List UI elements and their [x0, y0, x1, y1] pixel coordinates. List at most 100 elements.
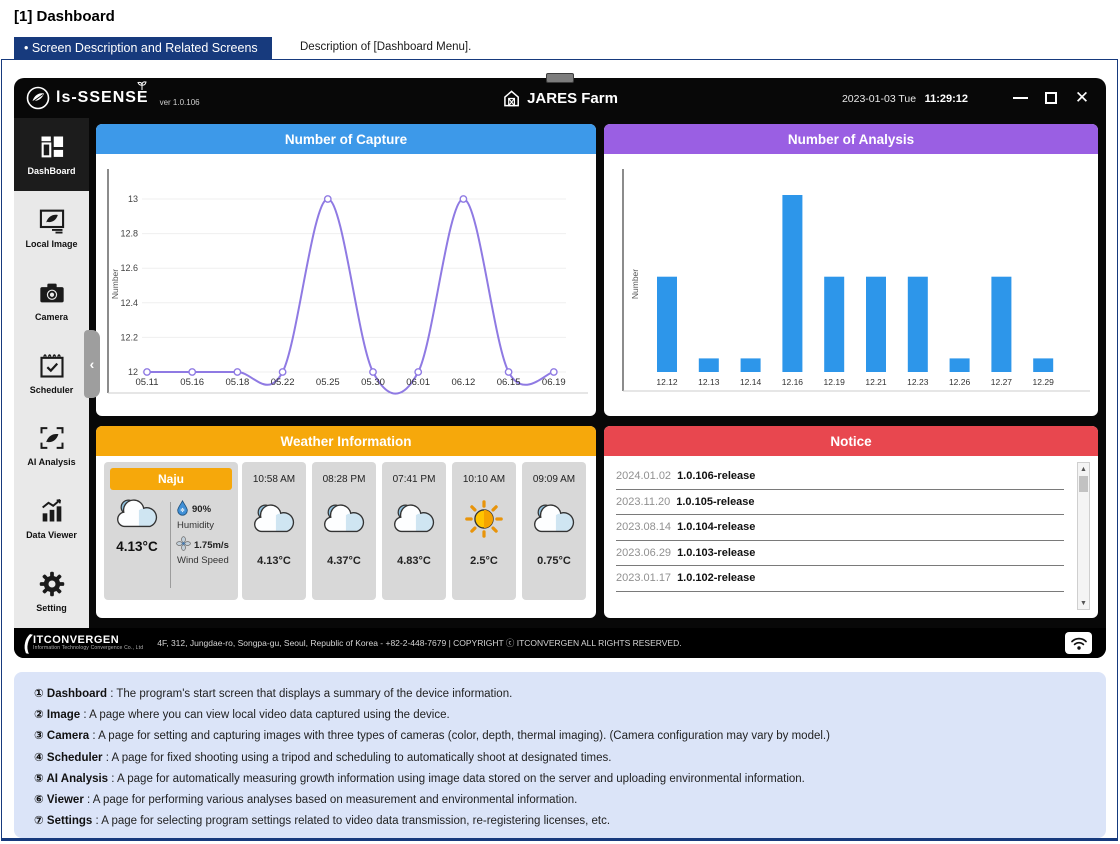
- sidebar-collapse-handle[interactable]: ‹: [84, 330, 100, 398]
- analysis-panel-header: Number of Analysis: [604, 124, 1098, 154]
- sunny-icon: [462, 495, 506, 543]
- svg-text:12.13: 12.13: [698, 377, 720, 387]
- camera-icon: [38, 279, 66, 307]
- logo-paren-mark: (: [21, 630, 34, 655]
- sidebar-item-label: DashBoard: [27, 165, 76, 176]
- notice-version: 1.0.103-release: [677, 546, 756, 559]
- setting-icon: [38, 570, 66, 598]
- tab-screen-description[interactable]: • Screen Description and Related Screens: [14, 37, 272, 60]
- notice-version: 1.0.102-release: [677, 572, 756, 585]
- notice-row: 2023.08.14 1.0.104-release: [616, 515, 1064, 541]
- minimize-button[interactable]: [1012, 90, 1028, 106]
- close-button[interactable]: ✕: [1074, 89, 1090, 106]
- notice-body: 2024.01.02 1.0.106-release 2023.11.20 1.0.1…: [604, 456, 1098, 618]
- wind-speed-label: Wind Speed: [177, 555, 229, 566]
- weather-forecast-card: 07:41 PM 4.83°C: [382, 462, 446, 600]
- notice-row: 2023.06.29 1.0.103-release: [616, 541, 1064, 566]
- svg-text:05.22: 05.22: [271, 377, 295, 388]
- cloudy-icon: [321, 495, 367, 543]
- footer-address: 4F, 312, Jungdae-ro, Songpa-gu, Seoul, R…: [157, 638, 682, 648]
- itconvergen-logo: ( ITCONVERGEN Information Technology Con…: [21, 630, 144, 655]
- svg-text:12.4: 12.4: [120, 298, 138, 308]
- notice-row: 2023.11.20 1.0.105-release: [616, 490, 1064, 515]
- menu-description-viewer: ⑥ Viewer : A page for performing various…: [34, 794, 578, 807]
- panel-notice: Notice 2024.01.02 1.0.106-release 2023.11.…: [604, 426, 1098, 618]
- svg-text:12: 12: [128, 367, 138, 377]
- farm-name: JARES Farm: [527, 89, 618, 107]
- logo-text: ls-SSENSE: [56, 81, 149, 107]
- menu-description-settings: ⑦ Settings : A page for selecting progra…: [34, 815, 611, 828]
- wind-speed-value: 1.75m/s: [194, 539, 229, 551]
- svg-text:05.25: 05.25: [316, 377, 340, 388]
- notice-date: 2024.01.02: [616, 470, 672, 483]
- menu-description-dashboard: ① Dashboard : The program's start screen…: [34, 688, 513, 700]
- weather-forecast-card: 10:58 AM 4.13°C: [242, 462, 306, 600]
- svg-text:12.21: 12.21: [865, 377, 887, 387]
- svg-text:06.01: 06.01: [406, 377, 430, 388]
- sidebar-item-data-viewer[interactable]: Data Viewer: [14, 482, 89, 555]
- window-controls: ✕: [1012, 89, 1090, 106]
- notice-version: 1.0.104-release: [677, 521, 756, 534]
- footer-tagline: Information Technology Convergence Co., …: [33, 645, 144, 651]
- data-viewer-icon: [38, 497, 66, 525]
- humidity-value: 90%: [192, 504, 212, 515]
- svg-text:05.30: 05.30: [361, 377, 385, 388]
- weather-location: Naju: [110, 468, 232, 490]
- analysis-bar-chart: Number 12.12 12.13 12.14 12.16 12.19 12.21 12.2…: [622, 169, 1090, 392]
- notice-scrollbar[interactable]: ▲ ▼: [1077, 462, 1090, 610]
- scrollbar-thumb[interactable]: [1079, 476, 1088, 492]
- page-title: [1] Dashboard: [14, 8, 115, 25]
- window-drag-handle[interactable]: [546, 73, 574, 83]
- svg-text:12.26: 12.26: [949, 377, 971, 387]
- sidebar-item-setting[interactable]: Setting: [14, 555, 89, 628]
- svg-text:12.6: 12.6: [120, 263, 138, 273]
- ai-analysis-icon: [38, 424, 66, 452]
- forecast-time: 07:41 PM: [392, 474, 436, 485]
- sidebar-item-dashboard[interactable]: DashBoard: [14, 118, 89, 191]
- menu-description-camera: ③ Camera : A page for setting and captur…: [34, 730, 830, 743]
- notice-date: 2023.08.14: [616, 521, 672, 534]
- app-footer: ( ITCONVERGEN Information Technology Con…: [14, 628, 1106, 658]
- svg-text:12.12: 12.12: [656, 377, 678, 387]
- scroll-up-icon[interactable]: ▲: [1080, 465, 1087, 473]
- leaf-logo-icon: [26, 86, 50, 110]
- menu-description-scheduler: ④ Scheduler : A page for fixed shooting …: [34, 751, 612, 764]
- forecast-temperature: 4.13°C: [257, 555, 291, 567]
- weather-forecast-card: 08:28 PM 4.37°C: [312, 462, 376, 600]
- cloudy-icon: [114, 499, 160, 536]
- sidebar-item-camera[interactable]: Camera: [14, 264, 89, 337]
- tab-note: Description of [Dashboard Menu].: [300, 41, 472, 53]
- content-border-box: [1, 59, 1118, 841]
- minimize-icon: [1012, 97, 1028, 99]
- svg-text:13: 13: [128, 194, 138, 204]
- scroll-down-icon[interactable]: ▼: [1080, 599, 1087, 607]
- titlebar: ls-SSENSE ver 1.0.106 JARES Farm 2023-01…: [14, 78, 1106, 118]
- titlebar-right: 2023-01-03 Tue 11:29:12 ✕: [842, 78, 1090, 118]
- current-temperature: 4.13°C: [116, 539, 158, 554]
- capture-line-chart: 12 12.2 12.4 12.6 12.8 13 Number 05.11 05.16 05.1…: [107, 169, 588, 395]
- svg-text:05.18: 05.18: [226, 377, 250, 388]
- dashboard-icon: [38, 133, 66, 161]
- scheduler-icon: [38, 352, 66, 380]
- humidity-drop-icon: ✻: [176, 499, 189, 519]
- forecast-time: 08:28 PM: [322, 474, 366, 485]
- forecast-time: 09:09 AM: [532, 474, 576, 485]
- forecast-time: 10:58 AM: [252, 474, 296, 485]
- date-label: 2023-01-03 Tue: [841, 93, 917, 105]
- forecast-time: 10:10 AM: [462, 474, 506, 485]
- cloudy-icon: [251, 495, 297, 543]
- notice-row: 2024.01.02 1.0.106-release: [616, 464, 1064, 490]
- svg-text:05.11: 05.11: [135, 377, 158, 388]
- sidebar-item-scheduler[interactable]: Scheduler: [14, 337, 89, 410]
- sidebar-item-label: Scheduler: [29, 384, 74, 395]
- weather-forecast-card: 10:10 AM 2.5°C: [452, 462, 516, 600]
- app-version: ver 1.0.106: [159, 98, 200, 107]
- svg-text:12.14: 12.14: [740, 377, 762, 387]
- forecast-temperature: 4.83°C: [397, 555, 431, 567]
- svg-text:✻: ✻: [180, 507, 185, 514]
- sidebar-item-ai-analysis[interactable]: AI Analysis: [14, 409, 89, 482]
- sidebar-item-local-image[interactable]: Local Image: [14, 191, 89, 264]
- maximize-button[interactable]: [1043, 90, 1059, 106]
- wifi-status-button[interactable]: [1065, 632, 1092, 654]
- svg-text:12.2: 12.2: [120, 332, 138, 342]
